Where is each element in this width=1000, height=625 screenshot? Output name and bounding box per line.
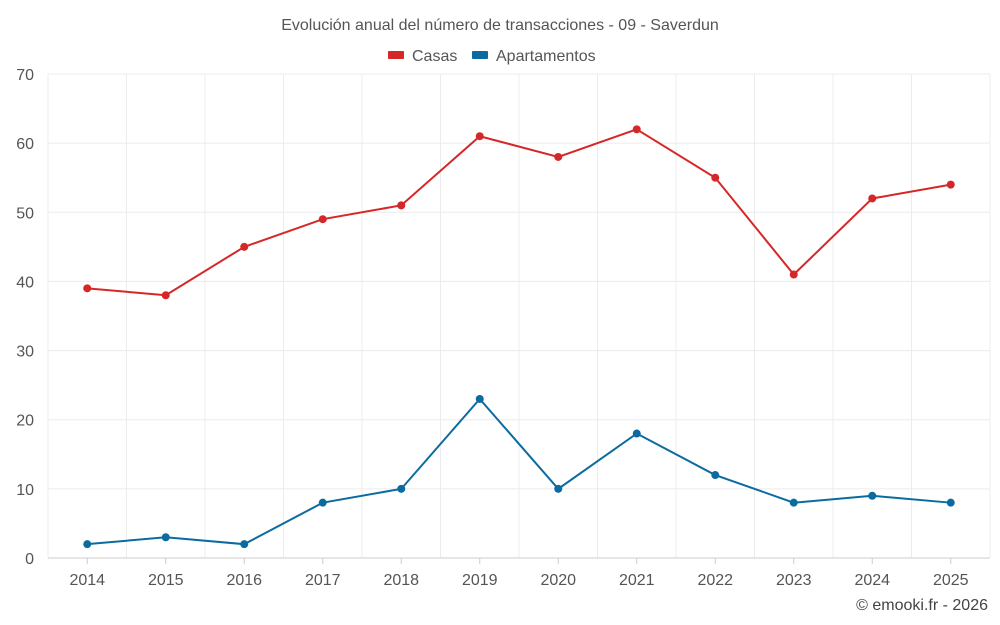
data-point-casas[interactable] xyxy=(946,180,955,189)
x-axis-ticks: 2014 2015 2016 2017 2018 2019 2020 2021 2022 2023… xyxy=(69,558,969,589)
data-point-casas[interactable] xyxy=(711,173,720,182)
y-tick-label: 50 xyxy=(16,205,34,222)
y-tick-label: 30 xyxy=(16,344,34,361)
y-tick-label: 70 xyxy=(16,67,34,84)
legend[interactable]: Casas Apartamentos xyxy=(388,48,596,65)
data-point-casas[interactable] xyxy=(554,152,563,161)
data-point-apartamentos[interactable] xyxy=(83,540,92,549)
x-tick-label: 2020 xyxy=(540,572,576,589)
x-tick-label: 2022 xyxy=(697,572,733,589)
series-line-apartamentos xyxy=(87,397,951,546)
x-tick-label: 2024 xyxy=(854,572,890,589)
y-tick-label: 40 xyxy=(16,274,34,291)
data-point-casas[interactable] xyxy=(868,194,877,203)
data-point-casas[interactable] xyxy=(161,291,170,300)
data-point-casas[interactable] xyxy=(475,132,484,141)
data-point-apartamentos[interactable] xyxy=(318,498,327,507)
data-point-apartamentos[interactable] xyxy=(632,429,641,438)
series-line-casas xyxy=(87,128,951,297)
data-point-casas[interactable] xyxy=(789,270,798,279)
legend-swatch-apartamentos xyxy=(472,51,488,59)
data-point-apartamentos[interactable] xyxy=(475,394,484,403)
x-tick-label: 2015 xyxy=(148,572,184,589)
x-tick-label: 2021 xyxy=(619,572,655,589)
data-point-casas[interactable] xyxy=(397,201,406,210)
x-tick-label: 2016 xyxy=(226,572,262,589)
data-point-casas[interactable] xyxy=(318,215,327,224)
y-tick-label: 0 xyxy=(25,551,34,568)
data-point-casas[interactable] xyxy=(83,284,92,293)
series-layer xyxy=(83,125,955,549)
y-tick-label: 20 xyxy=(16,413,34,430)
data-point-apartamentos[interactable] xyxy=(711,471,720,480)
x-tick-label: 2019 xyxy=(462,572,498,589)
x-tick-label: 2025 xyxy=(933,572,969,589)
y-axis-ticks: 0 10 20 30 40 50 60 70 xyxy=(16,67,34,568)
x-tick-label: 2014 xyxy=(69,572,105,589)
data-point-casas[interactable] xyxy=(240,242,249,251)
data-point-apartamentos[interactable] xyxy=(868,491,877,500)
x-tick-label: 2018 xyxy=(383,572,419,589)
y-tick-label: 10 xyxy=(16,482,34,499)
legend-item-apartamentos[interactable]: Apartamentos xyxy=(472,48,596,65)
chart-title: Evolución anual del número de transaccio… xyxy=(281,17,719,34)
data-point-apartamentos[interactable] xyxy=(240,540,249,549)
legend-swatch-casas xyxy=(388,51,404,59)
y-tick-label: 60 xyxy=(16,136,34,153)
legend-item-casas[interactable]: Casas xyxy=(388,48,457,65)
data-point-apartamentos[interactable] xyxy=(946,498,955,507)
x-gridlines xyxy=(47,74,991,558)
data-point-apartamentos[interactable] xyxy=(397,484,406,493)
x-tick-label: 2017 xyxy=(305,572,341,589)
data-point-casas[interactable] xyxy=(632,125,641,134)
legend-label-casas: Casas xyxy=(412,48,457,65)
x-tick-label: 2023 xyxy=(776,572,812,589)
series-casas xyxy=(83,125,955,300)
credit-text: © emooki.fr - 2026 xyxy=(856,597,988,614)
data-point-apartamentos[interactable] xyxy=(161,533,170,542)
legend-label-apartamentos: Apartamentos xyxy=(496,48,596,65)
data-point-apartamentos[interactable] xyxy=(789,498,798,507)
data-point-apartamentos[interactable] xyxy=(554,484,563,493)
series-apartamentos xyxy=(83,394,955,549)
